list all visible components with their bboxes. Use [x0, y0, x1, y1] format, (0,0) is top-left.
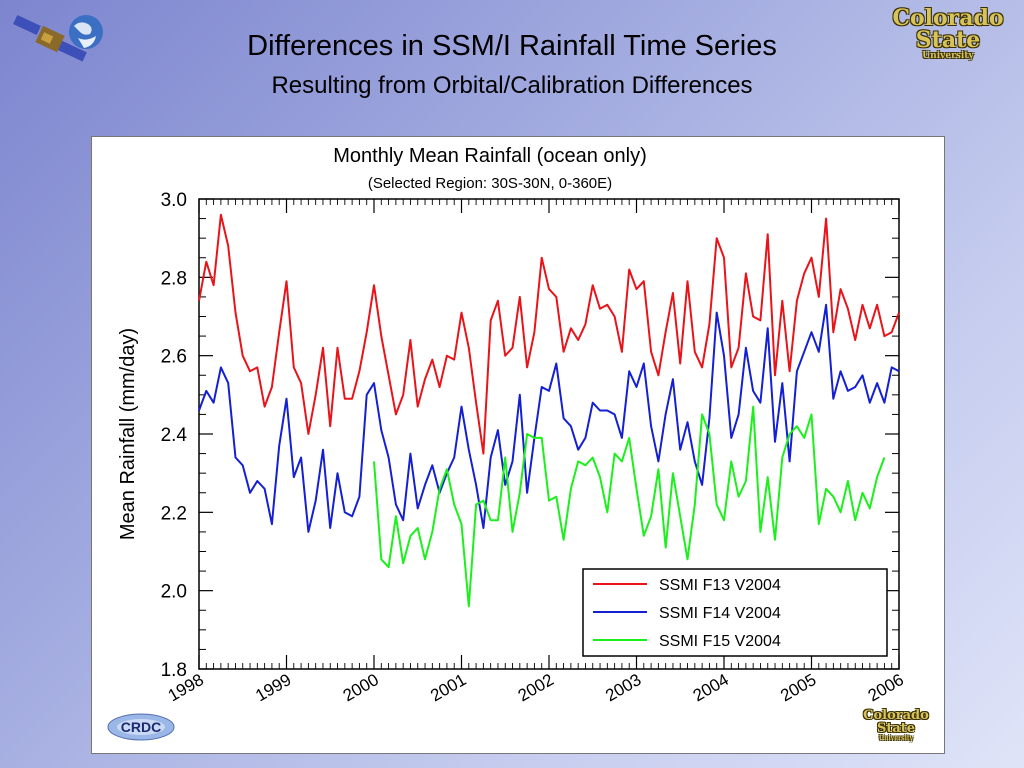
y-tick-label: 2.2: [161, 503, 187, 524]
chart-figure: Monthly Mean Rainfall (ocean only) (Selec…: [91, 136, 945, 754]
csu-logo-line1: Colorado: [892, 5, 1004, 31]
x-tick-label: 1999: [252, 670, 294, 705]
x-tick-label: 2003: [602, 670, 644, 705]
csu-small-line2: State: [876, 721, 916, 736]
legend-label-1: SSMI F13 V2004: [659, 577, 781, 594]
x-tick-label: 2000: [340, 670, 382, 705]
satellite-earth-logo: [8, 6, 104, 70]
csu-small-line1: Colorado: [863, 708, 929, 723]
csu-logo-line3: University: [922, 51, 974, 61]
series-line-2: [198, 303, 900, 533]
y-tick-label: 1.8: [161, 660, 187, 681]
chart-subtitle: (Selected Region: 30S-30N, 0-360E): [368, 175, 612, 192]
legend-label-3: SSMI F15 V2004: [659, 633, 781, 650]
y-axis-label: Mean Rainfall (mm/day): [117, 328, 139, 540]
x-tick-label: 2004: [690, 670, 732, 705]
x-tick-label: 2002: [515, 670, 557, 705]
colorado-state-logo: Colorado State University: [878, 6, 1018, 68]
y-tick-label: 3.0: [161, 190, 187, 211]
y-tick-label: 2.6: [161, 347, 187, 368]
x-tick-label: 2005: [777, 670, 819, 705]
crdc-logo: CRDC: [106, 712, 176, 742]
x-tick-label: 2001: [427, 670, 469, 705]
rainfall-chart: Monthly Mean Rainfall (ocean only) (Selec…: [117, 145, 907, 705]
colorado-state-logo-small: Colorado State University: [854, 709, 938, 747]
slide-title: Differences in SSM/I Rainfall Time Serie…: [247, 30, 777, 62]
y-tick-label: 2.4: [161, 425, 188, 446]
y-tick-label: 2.0: [161, 582, 187, 603]
chart-title: Monthly Mean Rainfall (ocean only): [333, 145, 647, 167]
series-line-1: [198, 213, 900, 455]
x-tick-label: 2006: [865, 670, 907, 705]
legend-label-2: SSMI F14 V2004: [659, 605, 781, 622]
slide-subtitle: Resulting from Orbital/Calibration Diffe…: [271, 72, 753, 99]
csu-logo-line2: State: [915, 27, 981, 53]
csu-small-line3: University: [878, 735, 914, 742]
series-line-3: [373, 405, 886, 608]
y-tick-label: 2.8: [161, 268, 187, 289]
crdc-logo-text: CRDC: [121, 719, 161, 735]
